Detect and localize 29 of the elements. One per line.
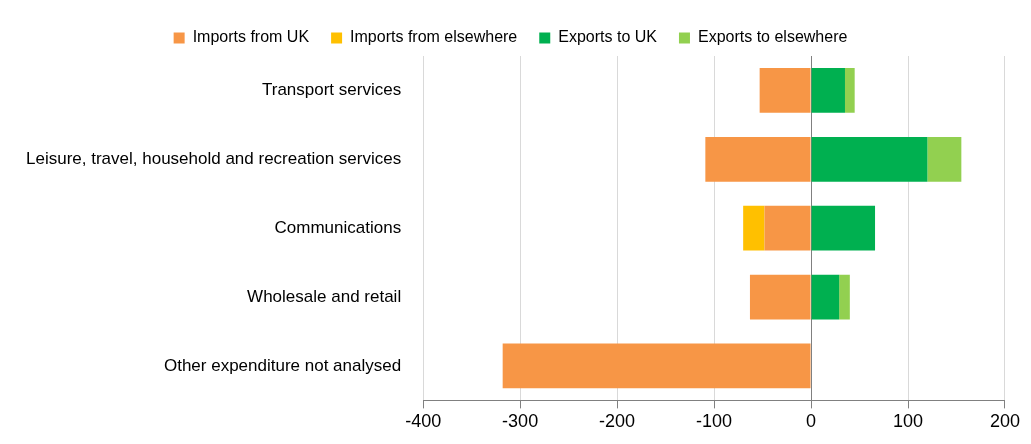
y-tick-label: Transport services bbox=[261, 80, 402, 100]
bar bbox=[764, 205, 811, 251]
x-tick-label: -100 bbox=[696, 411, 733, 432]
bar bbox=[759, 68, 811, 113]
x-tick-label: -400 bbox=[405, 411, 442, 432]
y-tick-label: Wholesale and retail bbox=[247, 286, 402, 306]
y-tick-label: Communications bbox=[274, 217, 402, 237]
x-tick-label: 200 bbox=[989, 411, 1021, 432]
x-tick-label: 0 bbox=[806, 411, 817, 432]
bar bbox=[811, 68, 845, 113]
x-tick-label: 100 bbox=[892, 411, 924, 432]
bar bbox=[844, 68, 855, 113]
bar bbox=[811, 205, 876, 251]
bar bbox=[927, 136, 962, 182]
y-tick-label: Other expenditure not analysed bbox=[163, 355, 402, 375]
bar bbox=[839, 274, 850, 320]
bar bbox=[749, 274, 811, 320]
bar bbox=[811, 274, 840, 320]
legend-label: Imports from elsewhere bbox=[350, 28, 518, 46]
legend-label: Exports to elsewhere bbox=[697, 28, 848, 46]
bar bbox=[502, 343, 811, 389]
y-tick-label: Leisure, travel, household and recreation services bbox=[26, 149, 402, 169]
x-tick-label: -200 bbox=[599, 411, 636, 432]
x-tick-label: -300 bbox=[502, 411, 539, 432]
bar bbox=[811, 136, 928, 182]
legend-label: Imports from UK bbox=[192, 28, 310, 46]
bar bbox=[743, 205, 765, 251]
bar bbox=[705, 136, 811, 182]
legend-label: Exports to UK bbox=[558, 28, 658, 46]
